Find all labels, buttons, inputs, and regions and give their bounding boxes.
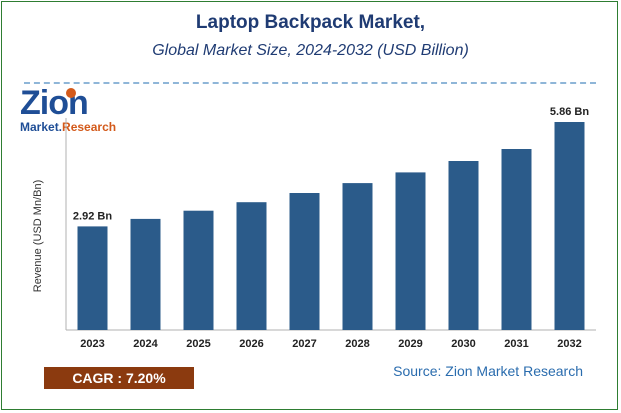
x-tick-label-2032: 2032 [557, 338, 581, 350]
data-label-2023: 2.92 Bn [73, 210, 112, 222]
bar-2030 [448, 161, 479, 330]
chart-title: Laptop Backpack Market, [195, 12, 426, 33]
x-tick-label-2031: 2031 [504, 338, 528, 350]
chart-subtitle: Global Market Size, 2024-2032 (USD Billi… [152, 42, 469, 59]
zion-logo: Zion Market.Research [18, 84, 128, 138]
x-tick-label-2028: 2028 [345, 338, 369, 350]
x-tick-label-2029: 2029 [398, 338, 422, 350]
bar-2024 [130, 218, 161, 330]
cagr-badge: CAGR : 7.20% [44, 367, 194, 389]
bar-2031 [501, 149, 532, 330]
logo-sub-left: Market. [20, 120, 63, 134]
logo-brand: Zion [20, 84, 89, 122]
title-divider [24, 82, 596, 84]
logo-sub-right: Research [62, 120, 117, 134]
x-tick-label-2023: 2023 [80, 338, 104, 350]
x-tick-label-2030: 2030 [451, 338, 475, 350]
x-tick-label-2024: 2024 [133, 338, 158, 350]
bar-2027 [289, 193, 320, 330]
bar-2025 [183, 210, 214, 330]
bar-2032 [554, 122, 585, 330]
logo-dot-icon [66, 88, 76, 98]
logo-subtitle: Market.Research [20, 120, 116, 134]
bar-2028 [342, 183, 373, 330]
data-label-2032: 5.86 Bn [550, 106, 589, 118]
x-tick-label-2026: 2026 [239, 338, 263, 350]
source-text: Source: Zion Market Research [393, 363, 583, 379]
bar-2029 [395, 172, 426, 330]
bar-2023 [77, 226, 108, 330]
x-tick-label-2025: 2025 [186, 338, 210, 350]
x-tick-label-2027: 2027 [292, 338, 316, 350]
bar-2026 [236, 202, 267, 330]
